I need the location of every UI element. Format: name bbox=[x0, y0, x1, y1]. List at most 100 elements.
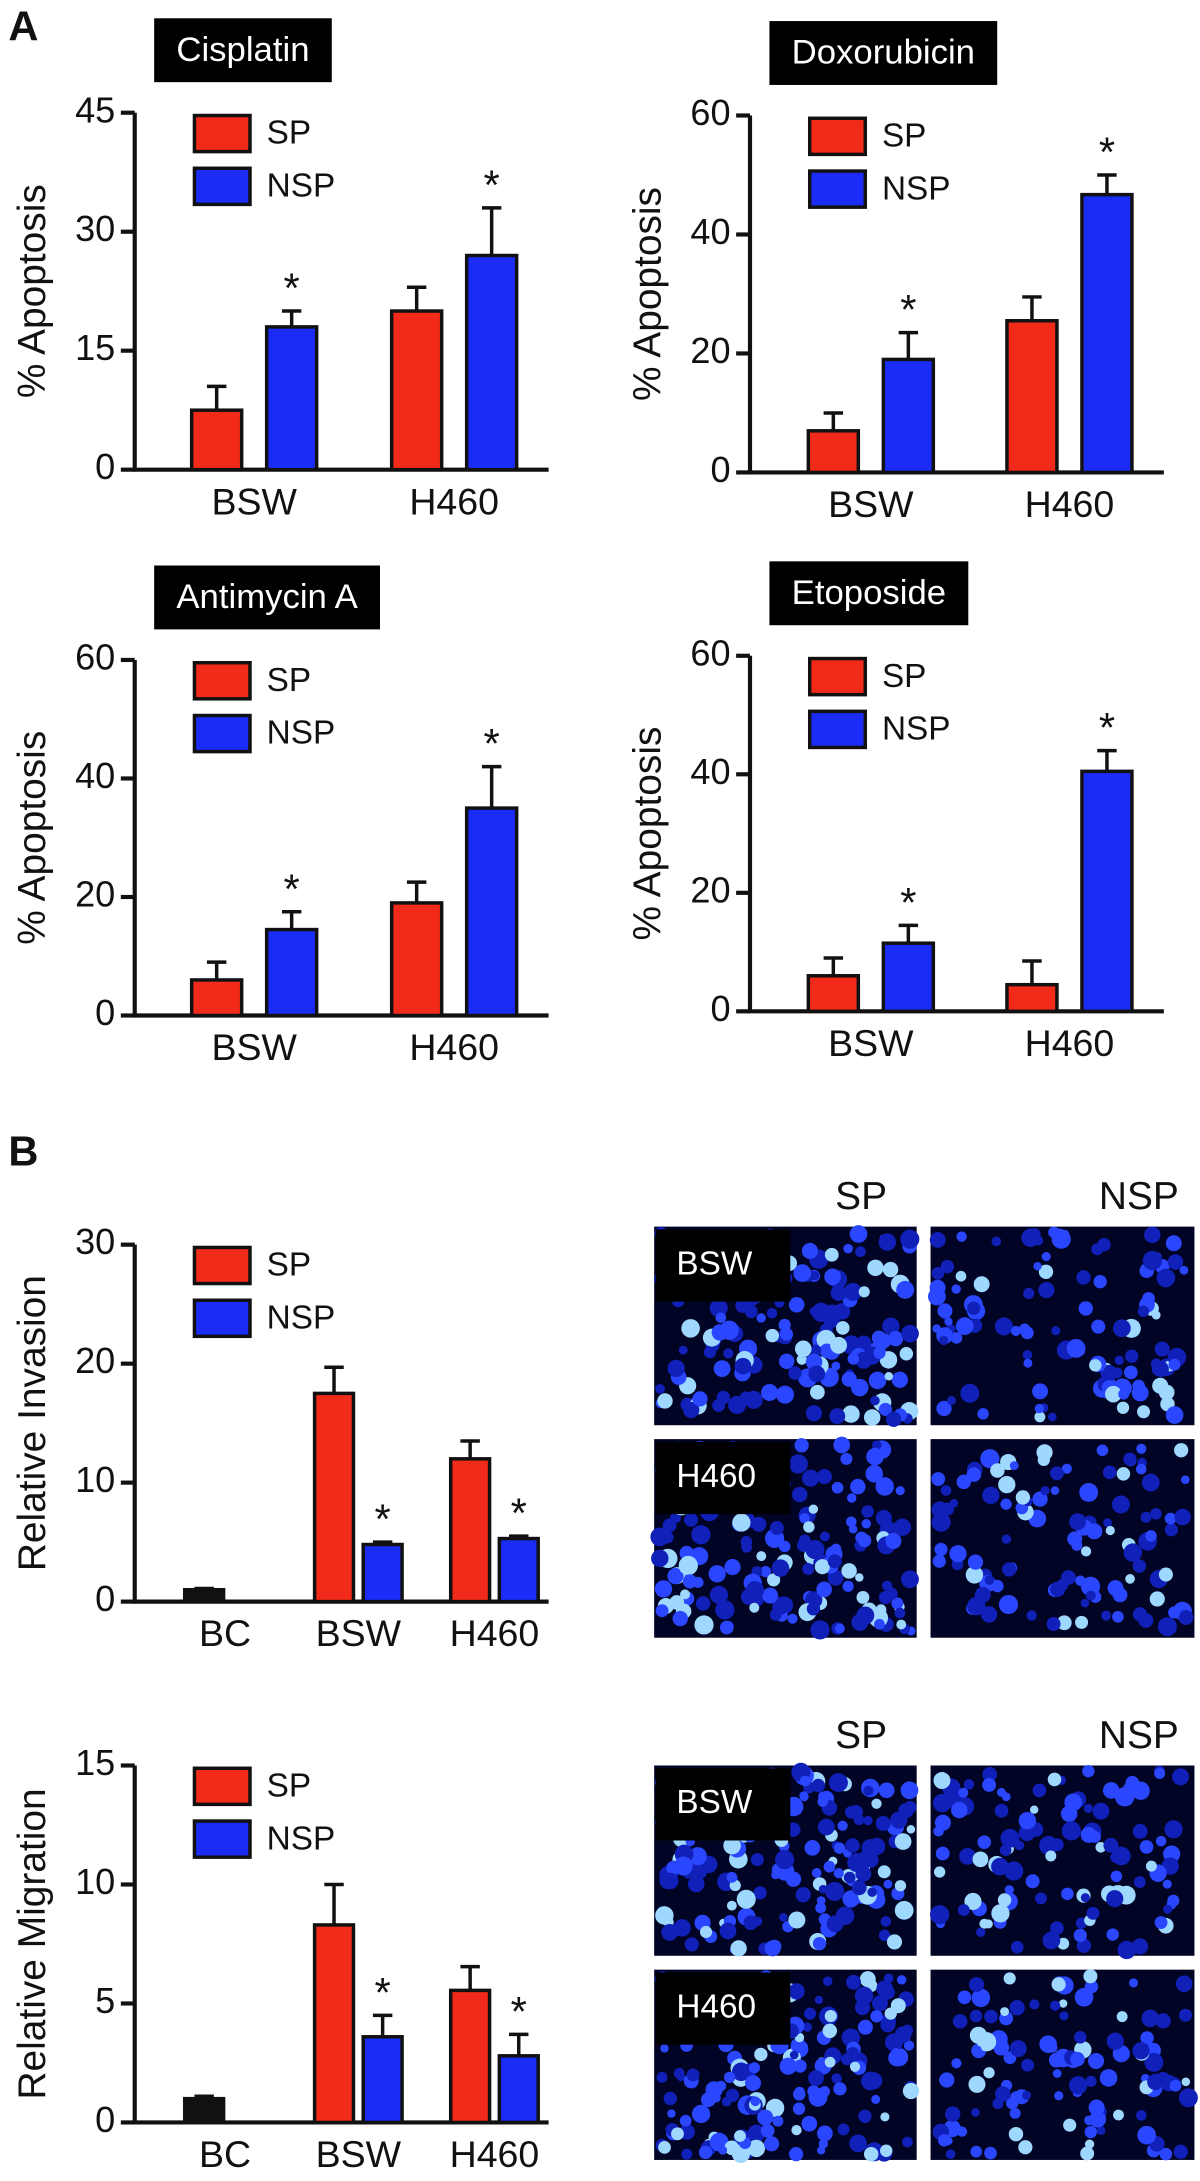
cell-nucleus bbox=[965, 1566, 984, 1584]
cell-nucleus bbox=[1092, 1802, 1110, 1820]
cell-nucleus bbox=[941, 1502, 955, 1516]
cell-nucleus bbox=[1041, 1251, 1051, 1262]
cell-nucleus bbox=[1156, 1268, 1176, 1288]
cell-nucleus bbox=[843, 1282, 862, 1301]
cell-nucleus bbox=[788, 1296, 805, 1313]
cell-nucleus bbox=[845, 1516, 857, 1528]
cell-nucleus bbox=[1080, 1826, 1097, 1843]
cell-nucleus bbox=[849, 1225, 868, 1243]
bar bbox=[264, 325, 319, 472]
cell-nucleus bbox=[816, 2146, 826, 2155]
cell-nucleus bbox=[1141, 1473, 1160, 1492]
panel-label: B bbox=[8, 1127, 38, 1174]
cell-nucleus bbox=[969, 2026, 988, 2044]
bar bbox=[361, 1542, 404, 1604]
cell-nucleus bbox=[1085, 1590, 1096, 1601]
cell-nucleus bbox=[822, 2023, 838, 2039]
legend-label: SP bbox=[882, 118, 926, 155]
cell-nucleus bbox=[728, 1395, 747, 1414]
cell-nucleus bbox=[878, 1929, 891, 1942]
title-box: Etoposide bbox=[769, 561, 969, 626]
cell-nucleus bbox=[776, 1385, 795, 1404]
cell-nucleus bbox=[724, 1558, 741, 1576]
cell-nucleus bbox=[767, 1573, 781, 1587]
cell-nucleus bbox=[1147, 2073, 1164, 2091]
bar bbox=[361, 2035, 404, 2125]
bar bbox=[881, 357, 936, 475]
y-tick-label: 10 bbox=[75, 1459, 115, 1500]
y-tick-label: 15 bbox=[75, 1742, 115, 1783]
cell-nucleus bbox=[936, 1400, 952, 1417]
cell-nucleus bbox=[896, 1280, 915, 1299]
cell-nucleus bbox=[1165, 1406, 1184, 1424]
cell-nucleus bbox=[834, 1623, 845, 1634]
cell-nucleus bbox=[934, 1542, 948, 1556]
cell-nucleus bbox=[1066, 1338, 1086, 1358]
cell-nucleus bbox=[966, 1467, 982, 1482]
cell-nucleus bbox=[896, 1975, 907, 1985]
cell-nucleus bbox=[931, 1512, 951, 1532]
cell-nucleus bbox=[994, 1803, 1009, 1818]
cell-nucleus bbox=[1084, 1979, 1099, 1994]
cell-nucleus bbox=[716, 1390, 731, 1405]
cell-nucleus bbox=[984, 1575, 995, 1585]
cell-nucleus bbox=[660, 2044, 669, 2053]
row-label-background bbox=[655, 1768, 791, 1841]
cell-nucleus bbox=[1164, 1820, 1183, 1839]
cell-nucleus bbox=[806, 1602, 821, 1616]
cell-nucleus bbox=[713, 1360, 731, 1378]
bar bbox=[1005, 319, 1059, 475]
cell-nucleus bbox=[828, 1773, 848, 1793]
cell-nucleus bbox=[1061, 1570, 1076, 1585]
cell-nucleus bbox=[1158, 1567, 1173, 1582]
cell-nucleus bbox=[956, 2126, 968, 2137]
cell-nucleus bbox=[1112, 1610, 1124, 1623]
y-tick-label: 5 bbox=[95, 1980, 115, 2021]
cell-nucleus bbox=[793, 1264, 812, 1282]
cell-nucleus bbox=[1181, 2077, 1191, 2087]
cell-nucleus bbox=[802, 1469, 820, 1487]
legend-label: NSP bbox=[882, 711, 951, 748]
cell-nucleus bbox=[856, 1335, 872, 1351]
cell-nucleus bbox=[939, 1335, 949, 1346]
cell-nucleus bbox=[833, 1842, 846, 1854]
cell-nucleus bbox=[673, 2067, 685, 2079]
cell-nucleus bbox=[1178, 2088, 1198, 2108]
cell-nucleus bbox=[785, 1871, 802, 1887]
cell-nucleus bbox=[982, 1778, 997, 1792]
cell-nucleus bbox=[1030, 1805, 1039, 1814]
cell-nucleus bbox=[1009, 2040, 1027, 2057]
cell-nucleus bbox=[709, 1585, 729, 1605]
cell-nucleus bbox=[769, 1520, 784, 1535]
cell-nucleus bbox=[893, 1518, 912, 1536]
cell-nucleus bbox=[969, 1977, 985, 1993]
cell-nucleus bbox=[779, 1327, 794, 1341]
cell-nucleus bbox=[1137, 2125, 1157, 2145]
cell-nucleus bbox=[880, 2017, 896, 2033]
cell-nucleus bbox=[1113, 2109, 1124, 2121]
bar bbox=[448, 1457, 492, 1604]
cell-nucleus bbox=[805, 1405, 822, 1422]
cell-nucleus bbox=[849, 2134, 867, 2153]
cell-nucleus bbox=[846, 1493, 857, 1503]
cell-nucleus bbox=[657, 1393, 673, 1409]
y-tick-label: 40 bbox=[690, 751, 730, 792]
cell-nucleus bbox=[900, 1229, 920, 1249]
cell-nucleus bbox=[1165, 1235, 1182, 1252]
cell-nucleus bbox=[1106, 1890, 1124, 1908]
chart-title: Antimycin A bbox=[176, 578, 358, 616]
cell-nucleus bbox=[679, 2114, 692, 2127]
cell-nucleus bbox=[1106, 2032, 1124, 2050]
cell-nucleus bbox=[1164, 1523, 1178, 1537]
cell-nucleus bbox=[946, 1395, 956, 1405]
cell-nucleus bbox=[879, 2144, 893, 2157]
row-label-background bbox=[655, 1972, 791, 2045]
cell-nucleus bbox=[1070, 2051, 1085, 2067]
column-label: NSP bbox=[1099, 1175, 1179, 1218]
cell-nucleus bbox=[1135, 1463, 1147, 1475]
cell-nucleus bbox=[1105, 1525, 1115, 1536]
cell-nucleus bbox=[950, 1332, 963, 1344]
cell-nucleus bbox=[805, 1539, 825, 1560]
cell-nucleus bbox=[891, 2048, 901, 2057]
cell-nucleus bbox=[1144, 2052, 1164, 2072]
